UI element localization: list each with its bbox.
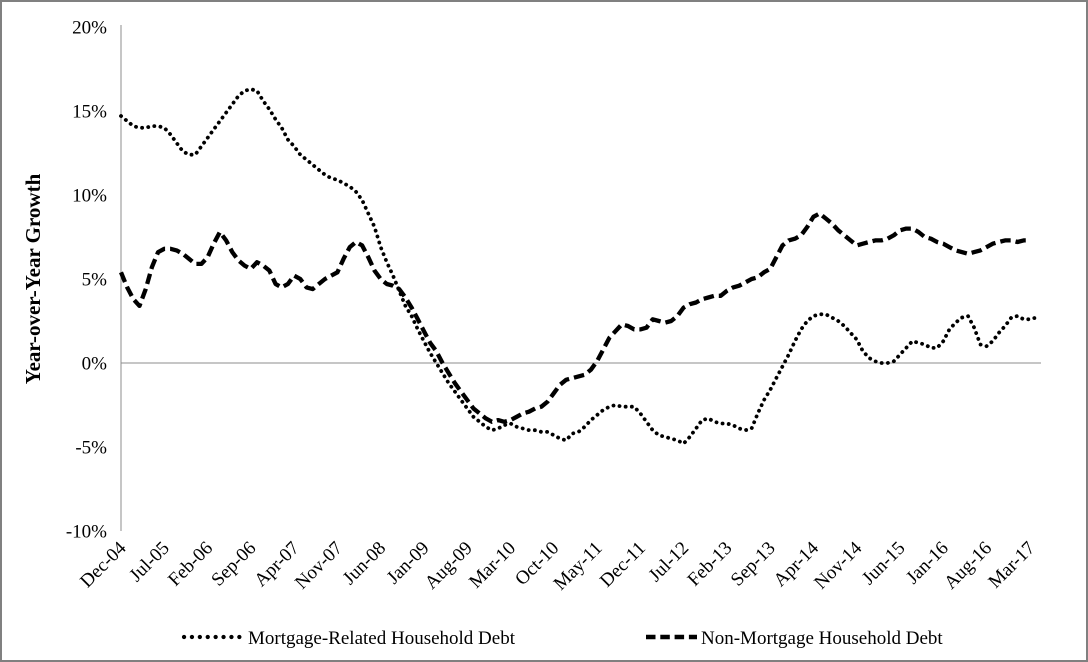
x-tick-label: Feb-13 xyxy=(684,538,737,591)
y-tick-label: 10% xyxy=(72,186,107,207)
y-axis-title: Year-over-Year Growth xyxy=(21,173,45,384)
x-tick-label: Dec-04 xyxy=(76,537,131,592)
chart-legend: Mortgage-Related Household Debt Non-Mort… xyxy=(181,628,943,649)
series-path-mortgage xyxy=(119,87,1038,446)
x-tick-label: Jun-15 xyxy=(858,538,909,589)
plot-area: 20%15%10%5%0%-5%-10%Dec-04Jul-05Feb-06Se… xyxy=(66,18,1041,595)
y-tick-label: -5% xyxy=(75,438,107,459)
y-tick-label: 5% xyxy=(82,270,108,291)
x-tick-label: Aug-16 xyxy=(940,538,996,594)
x-tick-label: Aug-09 xyxy=(421,538,477,594)
x-tick-label: Sep-06 xyxy=(207,538,260,591)
x-tick-label: May-11 xyxy=(550,538,607,595)
x-tick-label: Feb-06 xyxy=(164,538,217,591)
x-tick-label: Nov-07 xyxy=(291,538,347,594)
legend-label-mortgage: Mortgage-Related Household Debt xyxy=(248,628,516,649)
y-tick-label: 20% xyxy=(72,18,107,39)
y-tick-label: 15% xyxy=(72,102,107,123)
x-tick-label: Jun-08 xyxy=(339,538,390,589)
x-tick-label: Dec-11 xyxy=(596,538,650,592)
y-tick-label: -10% xyxy=(66,522,107,543)
y-tick-label: 0% xyxy=(82,354,108,375)
x-tick-label: Mar-10 xyxy=(465,538,520,593)
legend-label-non-mortgage: Non-Mortgage Household Debt xyxy=(701,628,943,649)
x-tick-label: Mar-17 xyxy=(984,538,1039,593)
x-tick-label: Nov-14 xyxy=(810,537,866,593)
series-path-non-mortgage xyxy=(119,211,1030,424)
x-tick-label: Sep-13 xyxy=(727,538,780,591)
